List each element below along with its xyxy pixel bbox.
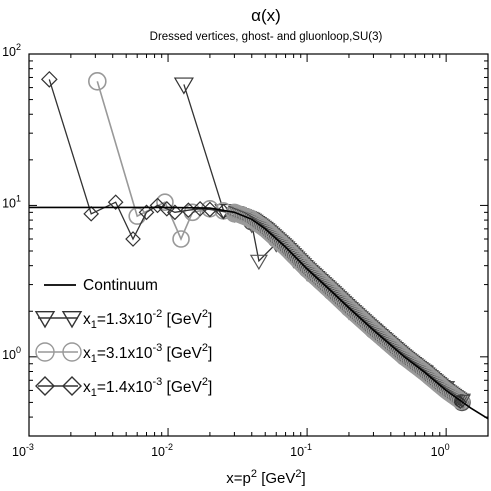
legend-marker — [34, 311, 56, 329]
legend-label-unit-sup: 2 — [202, 376, 208, 388]
x-tick-label-exp: -1 — [304, 442, 312, 452]
data-point — [173, 77, 194, 95]
x-axis-label-sup: 2 — [251, 468, 257, 480]
legend-label-exp: -3 — [152, 376, 162, 388]
data-point — [83, 205, 100, 222]
data-point — [192, 200, 208, 217]
legend-label-unit: [GeV — [162, 345, 202, 362]
x-tick-label: 10-2 — [151, 442, 173, 459]
y-tick-label-base: 10 — [2, 196, 16, 210]
x-tick-label-exp: -3 — [26, 442, 34, 452]
legend-marker — [62, 342, 82, 362]
y-tick-label-exp: 2 — [16, 42, 21, 52]
x-axis-label-unit: [GeV — [257, 470, 295, 487]
x-tick-label-exp: 0 — [445, 442, 450, 452]
chart-subtitle: Dressed vertices, ghost- and gluonloop,S… — [150, 31, 383, 43]
x-axis-label-unit-sup: 2 — [295, 468, 301, 480]
continuum-line — [29, 206, 488, 420]
data-point — [156, 193, 174, 212]
legend-label-base: x — [83, 379, 91, 396]
legend-label-eq: =3.1x10 — [97, 345, 153, 362]
x-tick-label: 10-1 — [290, 442, 312, 459]
data-point — [40, 71, 58, 88]
legend-label-sub: 1 — [91, 353, 97, 365]
legend-label-close: ] — [208, 379, 212, 396]
x-axis-label-base: x=p — [226, 470, 251, 487]
x-tick-label-base: 10 — [290, 445, 304, 459]
band-marker — [453, 395, 468, 409]
legend-label-continuum: Continuum — [83, 277, 158, 294]
legend-label-close: ] — [208, 311, 212, 328]
y-tick-label-base: 10 — [2, 348, 16, 362]
legend-label-exp: -3 — [152, 342, 162, 354]
data-point — [88, 72, 107, 91]
series-layer — [29, 71, 488, 420]
x-tick-label-exp: -2 — [165, 442, 173, 452]
legend-label-base: x — [83, 311, 91, 328]
legend-label-eq: =1.4x10 — [97, 379, 153, 396]
x-tick-label-base: 10 — [12, 445, 26, 459]
data-point — [158, 200, 175, 217]
data-point — [167, 204, 183, 221]
legend-label-series: x1=1.4x10-3 [GeV2] — [83, 376, 212, 399]
data-point — [183, 203, 202, 222]
legend-label-unit-sup: 2 — [202, 342, 208, 354]
legend-marker — [35, 376, 55, 396]
x-axis-label-close: ] — [302, 470, 306, 487]
legend-label-sub: 1 — [91, 319, 97, 331]
legend-marker — [62, 376, 82, 396]
y-tick-label-base: 10 — [2, 45, 16, 59]
data-point — [249, 254, 268, 271]
data-point — [107, 194, 124, 211]
legend-label-unit: [GeV — [162, 311, 202, 328]
series-line-1 — [183, 84, 463, 401]
x-tick-label-base: 10 — [431, 445, 445, 459]
y-tick-label: 102 — [2, 42, 21, 59]
y-tick-label: 101 — [2, 193, 21, 210]
data-point — [202, 201, 218, 218]
legend-marker — [35, 342, 55, 362]
x-tick-label: 10-3 — [12, 442, 34, 459]
plot-frame — [28, 53, 489, 437]
x-axis-label: x=p2 [GeV2] — [226, 468, 305, 487]
data-point — [138, 204, 155, 221]
legend-marker — [61, 311, 83, 329]
band-marker — [452, 392, 471, 410]
x-tick-label-base: 10 — [151, 445, 165, 459]
legend-label-eq: =1.3x10 — [97, 311, 153, 328]
data-point — [172, 230, 190, 248]
data-point — [149, 197, 166, 214]
legend-label-close: ] — [208, 345, 212, 362]
y-tick-label: 100 — [2, 345, 21, 362]
band-marker — [454, 394, 471, 409]
legend-label-series: x1=3.1x10-3 [GeV2] — [83, 342, 212, 365]
y-tick-label-exp: 0 — [16, 345, 21, 355]
legend-label-exp: -2 — [152, 308, 162, 320]
legend-label-unit-sup: 2 — [202, 308, 208, 320]
data-point — [125, 231, 141, 247]
chart-title: α(x) — [251, 6, 281, 25]
legend-label-sub: 1 — [91, 387, 97, 399]
legend-label-series: x1=1.3x10-2 [GeV2] — [83, 308, 212, 331]
legend-label-unit: [GeV — [162, 379, 202, 396]
legend-label-base: x — [83, 345, 91, 362]
y-tick-label-exp: 1 — [16, 193, 21, 203]
x-tick-label: 100 — [431, 442, 450, 459]
